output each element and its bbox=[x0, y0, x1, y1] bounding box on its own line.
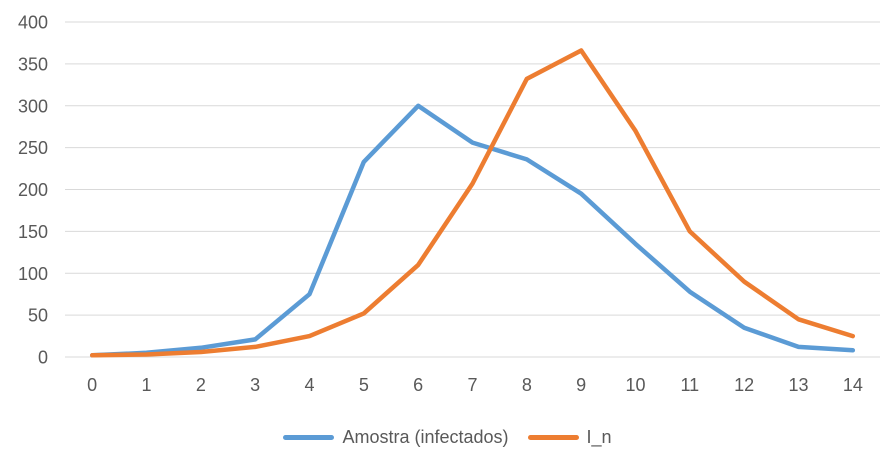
x-axis-tick-label: 5 bbox=[359, 375, 369, 395]
legend-label-i-n: I_n bbox=[586, 427, 612, 447]
x-axis-tick-label: 13 bbox=[788, 375, 808, 395]
y-axis-tick-label: 150 bbox=[18, 222, 48, 242]
legend-item-i-n: I_n bbox=[527, 426, 612, 448]
series-line-i-n bbox=[89, 48, 856, 358]
y-axis-tick-label: 50 bbox=[28, 306, 48, 326]
x-axis-tick-label: 6 bbox=[413, 375, 423, 395]
x-axis-tick-label: 0 bbox=[87, 375, 97, 395]
x-axis-tick-label: 10 bbox=[625, 375, 645, 395]
y-axis-tick-label: 400 bbox=[18, 13, 48, 33]
x-axis-tick-label: 14 bbox=[843, 375, 863, 395]
x-axis-tick-label: 1 bbox=[141, 375, 151, 395]
legend-label-amostra-infectados: Amostra (infectados) bbox=[342, 427, 509, 447]
x-axis-tick-label: 8 bbox=[522, 375, 532, 395]
x-axis-tick-label: 2 bbox=[196, 375, 206, 395]
legend-swatch-amostra-infectados bbox=[283, 434, 335, 440]
x-axis-tick-label: 4 bbox=[304, 375, 314, 395]
series-line-amostra-infectados bbox=[89, 103, 856, 358]
x-axis-tick-label: 3 bbox=[250, 375, 260, 395]
y-axis-tick-label: 0 bbox=[38, 348, 48, 368]
y-axis-tick-label: 250 bbox=[18, 138, 48, 158]
x-axis-tick-label: 9 bbox=[576, 375, 586, 395]
legend-item-amostra-infectados: Amostra (infectados) bbox=[283, 426, 509, 448]
x-axis-tick-label: 11 bbox=[680, 375, 699, 395]
chart-legend: Amostra (infectados) I_n bbox=[0, 426, 895, 448]
y-axis-tick-label: 300 bbox=[18, 96, 48, 116]
x-axis-tick-label: 7 bbox=[467, 375, 477, 395]
x-axis-tick-label: 12 bbox=[734, 375, 754, 395]
y-axis-tick-label: 100 bbox=[18, 264, 48, 284]
legend-swatch-i-n bbox=[527, 434, 579, 440]
y-axis-tick-label: 350 bbox=[18, 54, 48, 74]
y-axis-tick-label: 200 bbox=[18, 180, 48, 200]
